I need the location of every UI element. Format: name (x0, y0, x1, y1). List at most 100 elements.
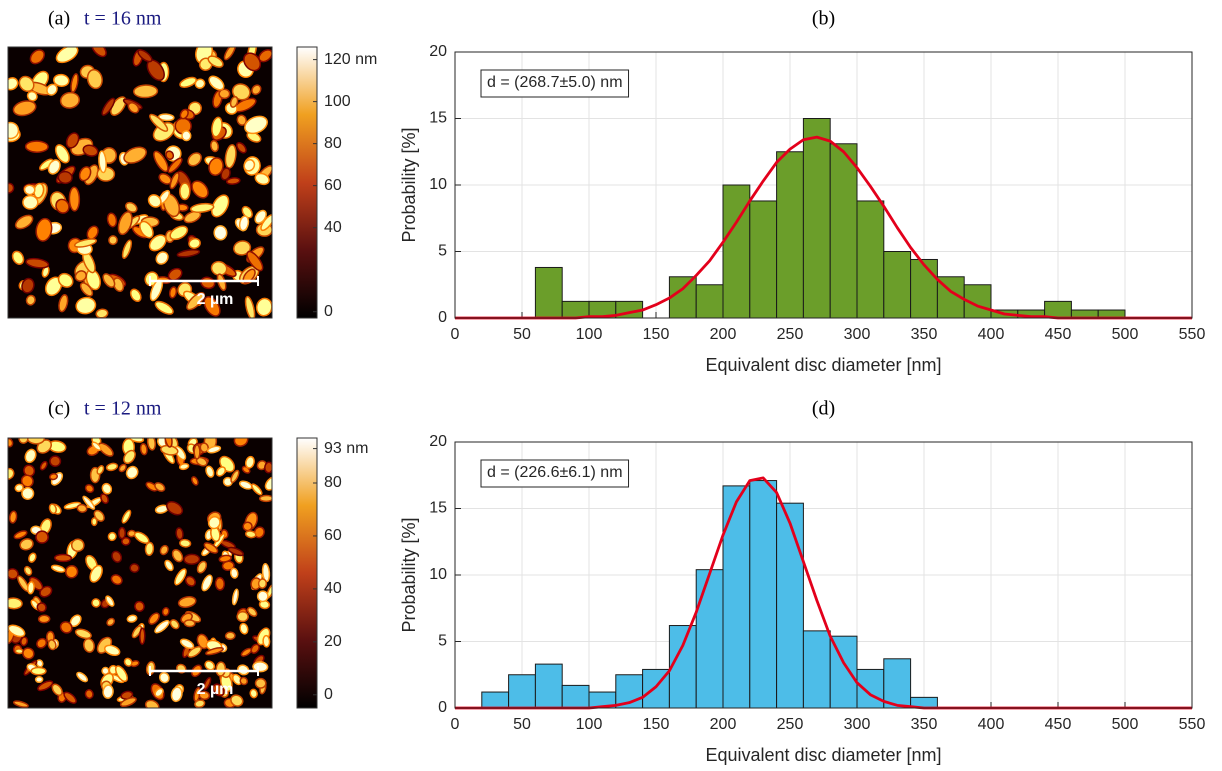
grain (55, 47, 79, 64)
grain (236, 114, 247, 126)
bar (561, 684, 590, 709)
grain (178, 462, 190, 471)
grain (118, 526, 127, 540)
bar (481, 691, 510, 709)
grain (35, 530, 49, 544)
grain (198, 690, 211, 701)
grain (25, 257, 50, 269)
y-tick-label: 20 (429, 433, 447, 450)
grain (12, 700, 29, 708)
grain (242, 521, 253, 532)
grain (59, 91, 80, 109)
grain (21, 486, 35, 500)
grain (24, 140, 49, 153)
bar (829, 143, 858, 319)
grain (18, 75, 35, 93)
grain (147, 194, 162, 208)
grain (244, 530, 257, 539)
colorbar-tick-label: 93 nm (324, 440, 368, 457)
grain (76, 503, 88, 513)
bar (668, 276, 697, 319)
grain (232, 673, 243, 686)
grain (110, 574, 123, 586)
scale-bar-label: 2 µm (197, 291, 234, 308)
grain (215, 661, 227, 677)
colorbar-tick-label: 20 (324, 633, 342, 650)
x-tick-label: 450 (1045, 716, 1072, 733)
colorbar-tick-label: 0 (324, 303, 333, 320)
grain (229, 567, 239, 579)
grain (30, 666, 47, 676)
grain (50, 564, 66, 573)
grain (14, 483, 24, 493)
grain (89, 564, 103, 583)
grain (167, 157, 183, 174)
grain (73, 238, 98, 248)
grain (208, 75, 225, 91)
grain (236, 142, 247, 154)
grain (227, 546, 245, 557)
grain (63, 501, 82, 510)
x-tick-label: 400 (978, 716, 1005, 733)
grain (196, 633, 210, 650)
grain (90, 517, 98, 527)
grain (46, 83, 58, 96)
grain (176, 249, 201, 258)
grain (246, 606, 258, 617)
colorbar-tick-label: 100 (324, 93, 351, 110)
colorbar-tick-label: 60 (324, 177, 342, 194)
panel-label: (d) (812, 398, 835, 420)
grain (161, 607, 170, 617)
y-tick-label: 0 (438, 699, 447, 716)
bar (534, 266, 563, 319)
grain (26, 90, 38, 102)
image-frame (7, 46, 273, 319)
colorbar (296, 437, 318, 709)
grain (21, 277, 35, 294)
grain (253, 526, 265, 539)
grain (57, 170, 73, 185)
grain (82, 495, 96, 510)
grain (175, 527, 184, 541)
grain (229, 95, 239, 108)
x-tick-label: 550 (1179, 716, 1206, 733)
grain (58, 294, 69, 313)
grain (101, 97, 116, 116)
grain (203, 677, 212, 691)
grain (54, 144, 70, 164)
x-tick-label: 200 (710, 326, 737, 343)
grain (257, 578, 268, 589)
grain (165, 150, 175, 161)
grain (121, 239, 133, 259)
panel-label: (b) (812, 8, 835, 30)
grain (23, 565, 33, 576)
grain (183, 619, 196, 628)
grain (117, 211, 133, 236)
x-tick-label: 350 (911, 326, 938, 343)
grain (82, 144, 99, 157)
y-tick-label: 0 (438, 309, 447, 326)
grain (188, 237, 201, 249)
image-frame (7, 437, 273, 709)
grain (127, 101, 140, 114)
grain (8, 510, 18, 524)
grain (37, 614, 51, 624)
grain (233, 438, 249, 447)
x-tick-label: 300 (844, 716, 871, 733)
grain (106, 617, 116, 627)
grain (121, 536, 131, 546)
grain (252, 661, 269, 673)
grain (106, 212, 118, 228)
grain (118, 463, 127, 473)
annotation-box (480, 459, 630, 488)
grain (25, 294, 36, 306)
x-tick-label: 150 (643, 716, 670, 733)
grain (174, 568, 187, 586)
grain (123, 146, 147, 164)
grain (14, 214, 34, 230)
grain (91, 47, 107, 58)
grain (216, 466, 227, 477)
grain (158, 113, 175, 122)
grain (105, 595, 115, 607)
grain (208, 157, 224, 176)
